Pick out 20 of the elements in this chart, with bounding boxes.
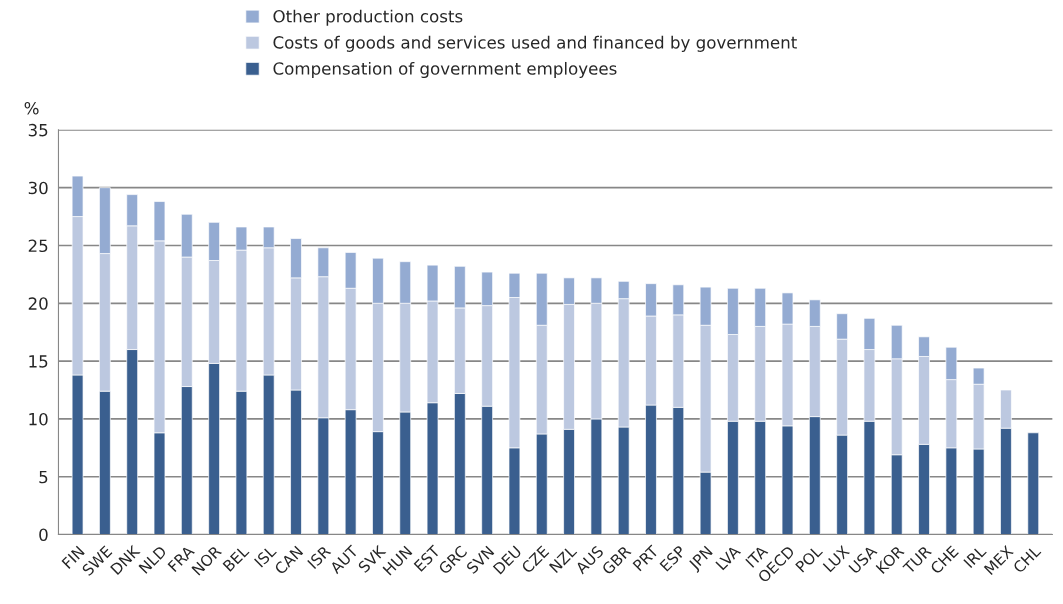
x-tick-label: ISL xyxy=(253,544,278,568)
y-tick-label: 25 xyxy=(28,239,48,253)
y-tick-label: 5 xyxy=(39,470,48,484)
x-tick-label: BEL xyxy=(222,544,250,572)
legend-label: Compensation of government employees xyxy=(273,61,617,79)
y-tick-label: 35 xyxy=(28,123,48,137)
x-tick-label: NZL xyxy=(548,544,578,573)
x-tick-label: POL xyxy=(795,544,824,573)
x-tick-label: ISR xyxy=(307,544,332,570)
x-tick-label: LVA xyxy=(715,544,742,571)
y-tick-label: 15 xyxy=(29,355,48,368)
legend-label: Costs of goods and services used and financed by government xyxy=(273,35,797,52)
x-tick-label: USA xyxy=(848,544,878,575)
legend-label: Other production costs xyxy=(273,9,463,26)
y-tick-label: 30 xyxy=(28,181,48,195)
y-tick-label: 20 xyxy=(28,297,48,310)
bar xyxy=(1027,432,1040,535)
y-tick-label: 10 xyxy=(29,412,48,426)
y-axis-title: % xyxy=(24,101,39,115)
y-tick-label: 0 xyxy=(39,528,48,542)
